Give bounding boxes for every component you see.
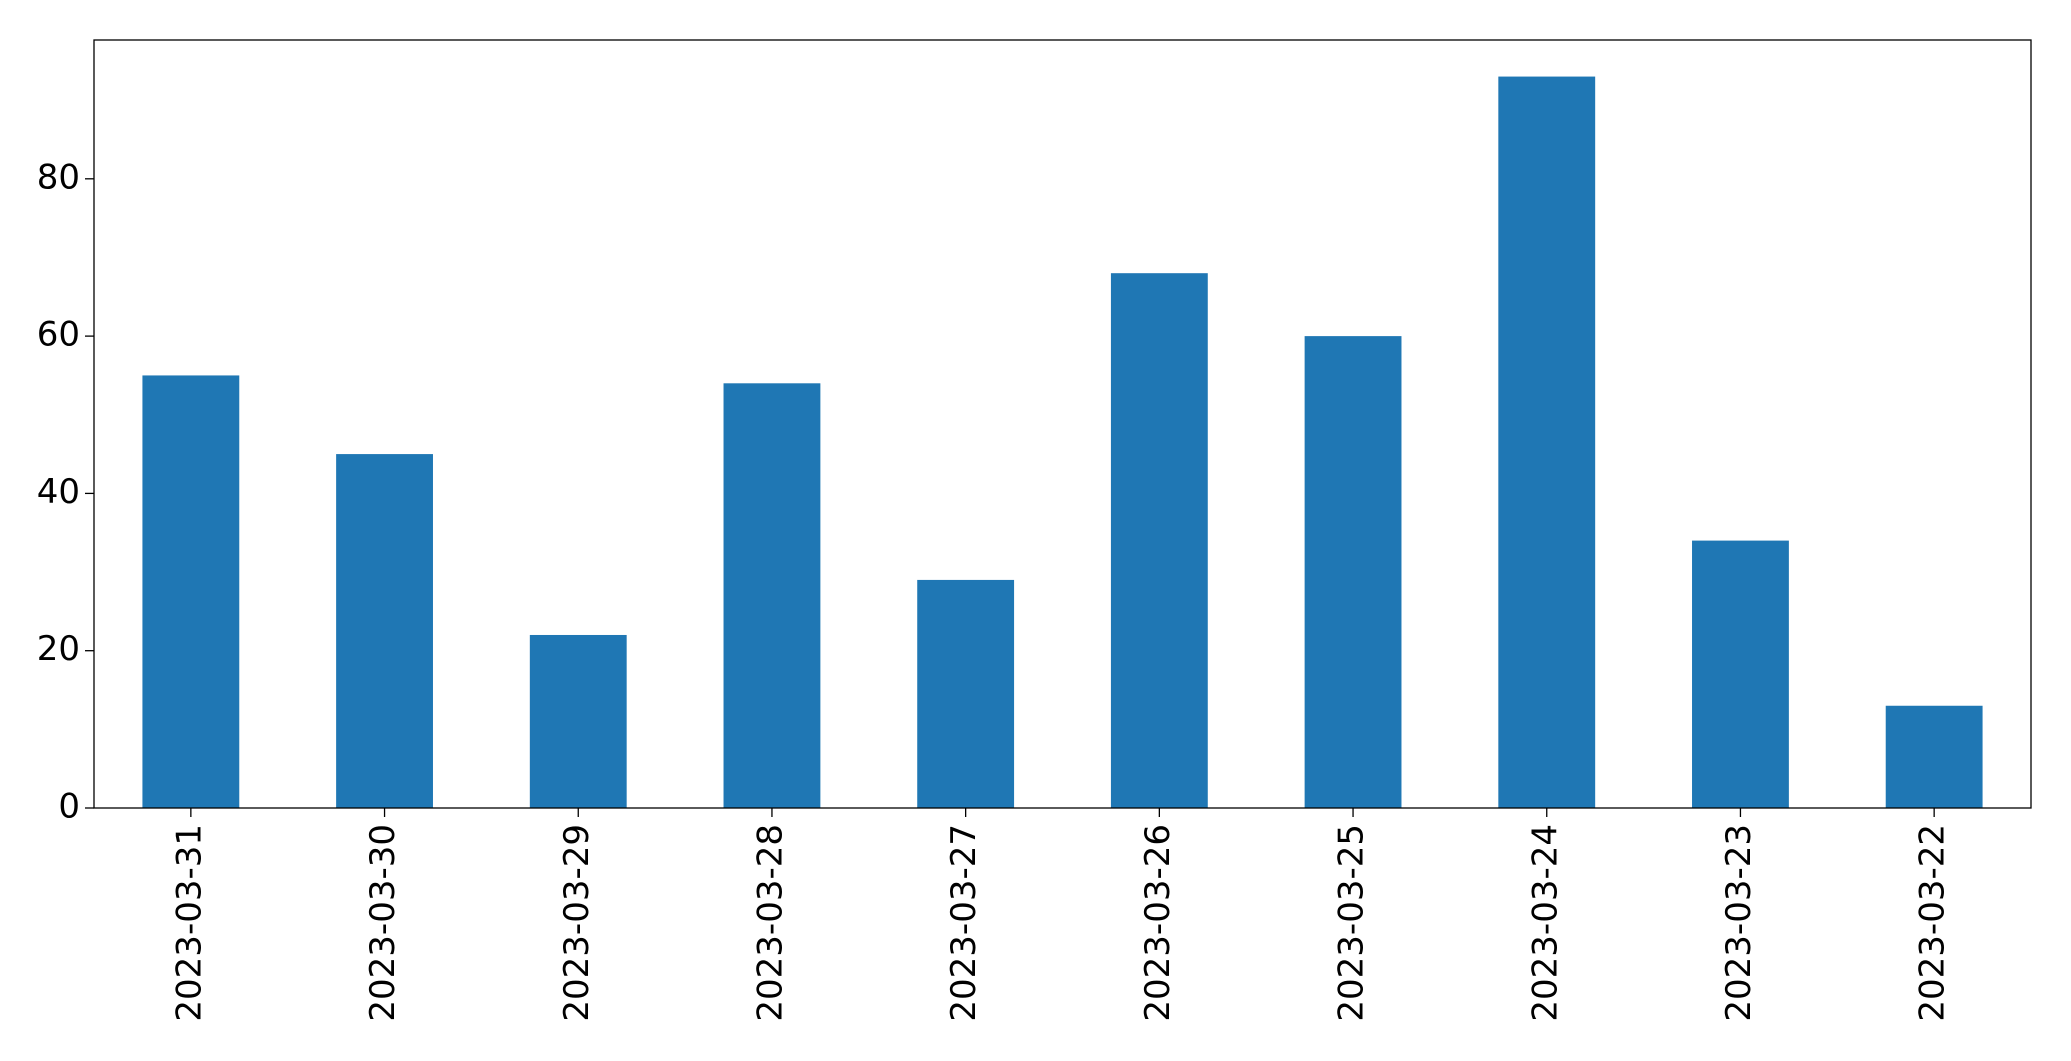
x-tick-label: 2023-03-31 — [169, 824, 209, 1022]
x-tick-label: 2023-03-27 — [944, 824, 984, 1022]
y-tick-label: 80 — [37, 157, 80, 197]
x-tick-label: 2023-03-22 — [1913, 824, 1953, 1022]
x-tick-label: 2023-03-25 — [1332, 824, 1372, 1022]
y-tick-label: 40 — [37, 472, 80, 512]
bar — [723, 383, 821, 808]
y-tick-label: 60 — [37, 315, 80, 355]
x-tick-label: 2023-03-26 — [1138, 824, 1178, 1022]
x-tick-label: 2023-03-29 — [557, 824, 597, 1022]
plot-frame — [93, 39, 2032, 809]
bar — [142, 375, 240, 808]
bar — [917, 579, 1015, 808]
bar — [1304, 336, 1402, 808]
x-tick-label: 2023-03-24 — [1525, 824, 1565, 1022]
x-tick-label: 2023-03-28 — [750, 824, 790, 1022]
bar — [1692, 540, 1789, 808]
bar — [529, 634, 627, 808]
y-tick-label: 20 — [37, 629, 80, 669]
bar — [336, 454, 433, 808]
y-tick-label: 0 — [58, 787, 80, 827]
bar — [1498, 76, 1596, 809]
bar — [1885, 705, 1983, 808]
x-tick-label: 2023-03-30 — [363, 824, 403, 1022]
bar — [1110, 273, 1208, 808]
x-tick-label: 2023-03-23 — [1719, 824, 1759, 1022]
